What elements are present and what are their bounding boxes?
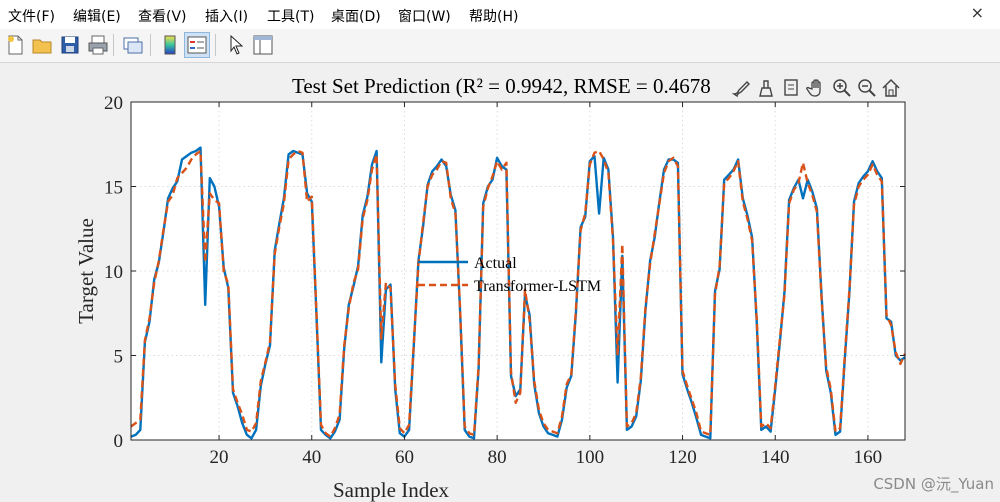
colorbar-icon[interactable] xyxy=(158,33,182,57)
series-line-1 xyxy=(130,149,907,438)
toolbar-separator xyxy=(150,34,151,56)
close-icon[interactable]: × xyxy=(970,3,984,22)
toolbar-separator xyxy=(215,34,216,56)
chart: 20 40 60 80 100 120 140 160 0 5 10 15 20 Sample Index… xyxy=(74,74,907,502)
toolbar-separator xyxy=(113,34,114,56)
y-tick-label: 10 xyxy=(104,262,123,283)
legend-label-1: Transformer-LSTM xyxy=(474,278,601,295)
save-icon[interactable] xyxy=(58,33,82,57)
zoom-in-icon[interactable] xyxy=(830,76,852,100)
menu-item-2[interactable]: 查看(V) xyxy=(138,9,187,25)
zoom-out-icon[interactable] xyxy=(855,76,877,100)
x-tick-label: 40 xyxy=(302,447,321,468)
y-tick-label: 0 xyxy=(114,431,124,452)
x-tick-label: 100 xyxy=(576,447,605,468)
pan-icon[interactable] xyxy=(805,76,827,100)
x-axis-label: Sample Index xyxy=(333,478,450,502)
x-tick-label: 140 xyxy=(761,447,790,468)
property-inspector-icon[interactable] xyxy=(251,33,275,57)
menu-bar: 文件(F) 编辑(E) 查看(V) 插入(I) 工具(T) 桌面(D) 窗口(W) 帮助(H) xyxy=(0,0,1000,30)
x-tick-label: 160 xyxy=(854,447,883,468)
chart-title: Test Set Prediction (R² = 0.9942, RMSE =… xyxy=(292,74,711,98)
y-tick-label: 5 xyxy=(114,347,124,368)
menu-item-0[interactable]: 文件(F) xyxy=(8,9,55,25)
x-tick-label: 80 xyxy=(488,447,507,468)
pointer-icon[interactable] xyxy=(224,33,248,57)
x-tick-label: 20 xyxy=(210,447,229,468)
print-icon[interactable] xyxy=(86,33,110,57)
y-tick-label: 15 xyxy=(104,178,123,199)
menu-item-1[interactable]: 编辑(E) xyxy=(73,9,121,25)
home-icon[interactable] xyxy=(880,76,902,100)
menu-item-6[interactable]: 窗口(W) xyxy=(398,9,451,25)
legend-label-0: Actual xyxy=(474,255,517,272)
figure-toolbar xyxy=(0,29,1000,63)
open-file-icon[interactable] xyxy=(30,33,54,57)
y-tick-label: 20 xyxy=(104,93,123,114)
new-figure-icon[interactable] xyxy=(3,33,27,57)
watermark: CSDN @沅_Yuan xyxy=(873,475,994,493)
datacursor-icon[interactable] xyxy=(780,76,802,100)
link-plot-icon[interactable] xyxy=(121,33,145,57)
y-axis-label: Target Value xyxy=(74,218,98,324)
menu-item-7[interactable]: 帮助(H) xyxy=(469,9,519,25)
menu-item-5[interactable]: 桌面(D) xyxy=(331,9,381,25)
data-tips-icon[interactable] xyxy=(755,76,777,100)
x-tick-label: 120 xyxy=(668,447,697,468)
brush-icon[interactable] xyxy=(730,76,752,100)
x-tick-label: 60 xyxy=(395,447,414,468)
menu-item-4[interactable]: 工具(T) xyxy=(267,9,315,25)
menu-item-3[interactable]: 插入(I) xyxy=(205,9,249,25)
legend-icon[interactable] xyxy=(184,32,210,58)
